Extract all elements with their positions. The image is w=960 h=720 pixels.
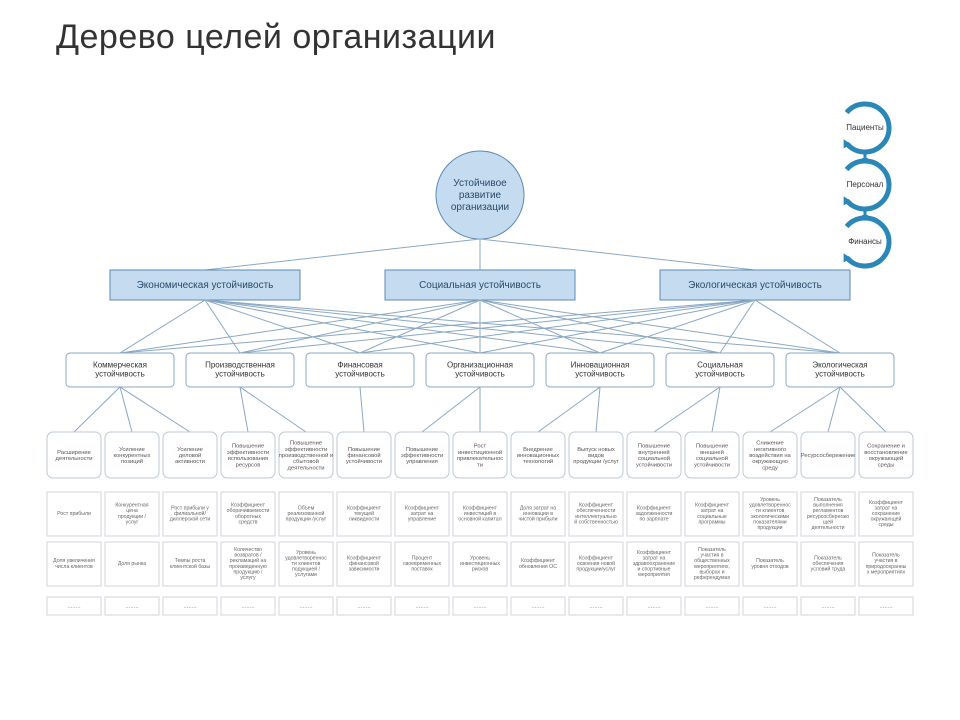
svg-text:........: ........ (183, 604, 197, 610)
svg-text:Организационнаяустойчивость: Организационнаяустойчивость (447, 361, 513, 379)
svg-text:Производственнаяустойчивость: Производственнаяустойчивость (205, 361, 275, 379)
svg-text:........: ........ (473, 604, 487, 610)
svg-text:Доля увеличениячисла клиентов: Доля увеличениячисла клиентов (53, 559, 95, 571)
svg-text:Коэффициентзатрат насоциальные: Коэффициентзатрат насоциальныепрограммы (695, 503, 730, 526)
svg-text:........: ........ (125, 604, 139, 610)
svg-text:........: ........ (241, 604, 255, 610)
svg-text:Расширениедеятельности: Расширениедеятельности (56, 449, 93, 461)
svg-text:Усилениеделовойактивности: Усилениеделовойактивности (175, 446, 205, 464)
svg-text:Экологическаяустойчивость: Экологическаяустойчивость (812, 361, 867, 379)
svg-text:Рост прибыли: Рост прибыли (57, 511, 91, 517)
svg-text:Экономическая устойчивость: Экономическая устойчивость (137, 280, 274, 291)
svg-text:Коэффициентобновления ОС: Коэффициентобновления ОС (519, 559, 557, 571)
svg-text:........: ........ (647, 604, 661, 610)
svg-text:Социальнаяустойчивость: Социальнаяустойчивость (695, 361, 744, 379)
svg-text:........: ........ (67, 604, 81, 610)
goal-tree: Устойчивоеразвитиеорганизации Экономическ… (40, 145, 920, 705)
svg-text:Финансоваяустойчивость: Финансоваяустойчивость (335, 361, 384, 379)
svg-text:........: ........ (879, 604, 893, 610)
svg-text:Темпы ростаклиентской базы: Темпы ростаклиентской базы (170, 559, 211, 571)
svg-text:Устойчивоеразвитиеорганизации: Устойчивоеразвитиеорганизации (451, 178, 509, 213)
svg-text:Инновационнаяустойчивость: Инновационнаяустойчивость (571, 361, 630, 379)
svg-text:........: ........ (299, 604, 313, 610)
svg-text:Социальная устойчивость: Социальная устойчивость (419, 280, 541, 291)
svg-text:Коэффициентосвоения новойпроду: Коэффициентосвоения новойпродукции/услуг (576, 556, 615, 573)
svg-text:Повышениефинансовойустойчивост: Повышениефинансовойустойчивости (346, 446, 382, 464)
svg-text:........: ........ (821, 604, 835, 610)
cycle-label: Пациенты (846, 123, 884, 132)
svg-text:Коэффициентзадолженностипо зар: Коэффициентзадолженностипо зарплате (636, 506, 673, 523)
svg-text:Экологическая устойчивость: Экологическая устойчивость (688, 280, 822, 291)
svg-text:........: ........ (589, 604, 603, 610)
svg-text:........: ........ (763, 604, 777, 610)
svg-text:Показательобеспеченияусловий т: Показательобеспеченияусловий труда (811, 556, 846, 573)
svg-text:Ресурсосбережение: Ресурсосбережение (801, 453, 856, 459)
svg-text:Доля затрат наинновации вчисто: Доля затрат наинновации вчистой прибыли (519, 506, 558, 523)
svg-text:Коэффициентинвестиций восновно: Коэффициентинвестиций восновной капитал (458, 506, 501, 523)
svg-text:Коэффициентфинансовойзависимос: Коэффициентфинансовойзависимости (347, 556, 382, 573)
svg-text:Коммерческаяустойчивость: Коммерческаяустойчивость (93, 361, 147, 379)
svg-text:Коэффициентобеспеченностиинтел: Коэффициентобеспеченностиинтеллектуально… (574, 503, 618, 526)
svg-text:Повышениевнутреннейсоциальнойу: Повышениевнутреннейсоциальнойустойчивост… (636, 443, 672, 468)
svg-text:Показательуровня отходов: Показательуровня отходов (751, 559, 789, 571)
svg-text:Повышениеэффективностиуправлен: Повышениеэффективностиуправления (401, 446, 444, 464)
svg-text:Показательучастия вобщественны: Показательучастия вобщественныхмероприят… (694, 547, 731, 581)
svg-text:........: ........ (415, 604, 429, 610)
svg-text:........: ........ (531, 604, 545, 610)
svg-text:Доля рынка: Доля рынка (118, 561, 146, 567)
page-title: Дерево целей организации (56, 18, 496, 57)
svg-text:Рост прибыли уфилиальной/дилле: Рост прибыли уфилиальной/диллерской сети (170, 506, 211, 523)
svg-text:Повышениевнешнейсоциальнойусто: Повышениевнешнейсоциальнойустойчивости (694, 443, 730, 468)
svg-text:Коэффициентзатрат наздравоохра: Коэффициентзатрат наздравоохранениеи спо… (633, 550, 675, 578)
svg-text:........: ........ (705, 604, 719, 610)
svg-text:........: ........ (357, 604, 371, 610)
